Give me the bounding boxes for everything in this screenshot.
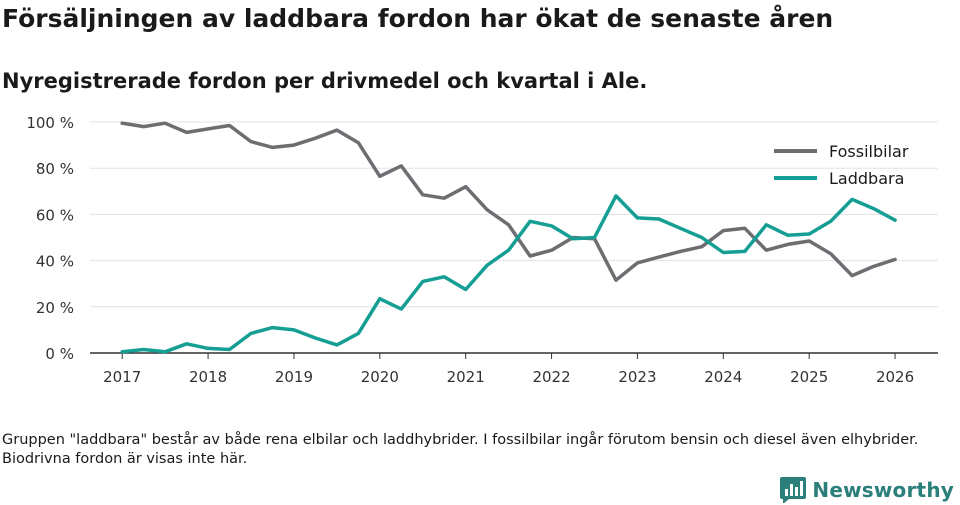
brand-name: Newsworthy [812,478,954,502]
chart-footnote: Gruppen "laddbara" består av både rena e… [2,432,919,467]
x-tick-label: 2021 [447,368,485,386]
x-tick-label: 2026 [876,368,914,386]
brand-logo: Newsworthy [780,477,954,503]
y-tick-label: 20 % [36,299,74,317]
legend-label-fossilbilar: Fossilbilar [829,142,909,161]
series-lines [120,121,897,354]
y-tick-label: 40 % [36,253,74,271]
x-axis-labels: 2017 2018 2019 2020 2021 2022 2023 2024 2025 2026 [103,368,914,386]
y-tick-label: 0 % [45,345,74,363]
y-tick-label: 80 % [36,160,74,178]
legend: Fossilbilar Laddbara [774,142,909,188]
x-tick-label: 2018 [189,368,227,386]
x-tick-label: 2017 [103,368,141,386]
y-tick-label: 60 % [36,206,74,224]
gridlines [90,121,938,354]
x-tick-label: 2023 [618,368,656,386]
chart-subtitle: Nyregistrerade fordon per drivmedel och … [2,69,648,93]
legend-label-laddbara: Laddbara [829,169,904,188]
x-axis-ticks [121,353,896,359]
series-line-fossilbilar [120,121,897,282]
y-axis-labels: 0 % 20 % 40 % 60 % 80 % 100 % [26,114,74,363]
series-line-laddbara [120,194,897,354]
y-tick-label: 100 % [26,114,74,132]
x-tick-label: 2022 [532,368,570,386]
x-tick-label: 2020 [361,368,399,386]
x-tick-label: 2019 [275,368,313,386]
chart-title: Försäljningen av laddbara fordon har öka… [2,4,834,33]
newsworthy-logo-icon [780,477,807,503]
x-tick-label: 2024 [704,368,742,386]
x-tick-label: 2025 [790,368,828,386]
line-chart: 0 % 20 % 40 % 60 % 80 % 100 % 2017 2018 2019 202… [26,114,938,386]
